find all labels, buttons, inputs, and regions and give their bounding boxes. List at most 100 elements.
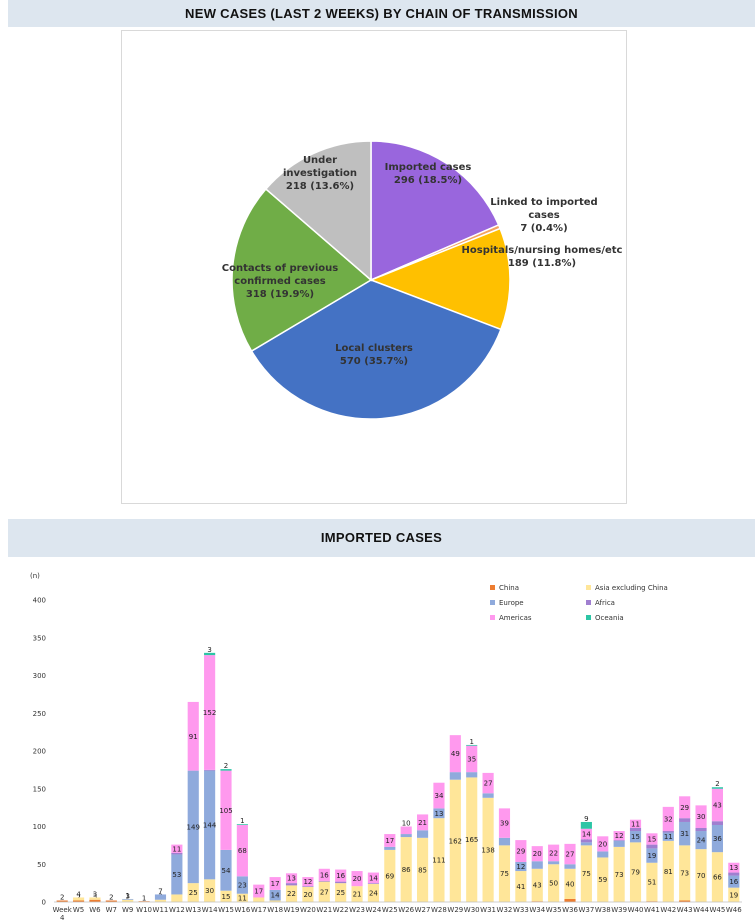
data-label: 39 <box>500 820 509 828</box>
data-label: 73 <box>680 869 689 877</box>
bar-segment <box>679 845 691 901</box>
x-tick-label: W21 <box>316 906 332 914</box>
data-label: 35 <box>467 755 476 763</box>
data-label: 75 <box>500 870 509 878</box>
bar-segment <box>711 824 723 853</box>
bar-segment <box>695 805 707 829</box>
x-tick-label: W32 <box>497 906 513 914</box>
data-label: 7 <box>158 887 162 895</box>
bar-segment <box>711 852 723 902</box>
data-label: 70 <box>697 872 706 880</box>
bar-segment <box>646 844 658 849</box>
bar-segment <box>236 893 248 902</box>
x-tick-label: W43 <box>677 906 693 914</box>
data-label: 13 <box>729 864 738 872</box>
bar-segment <box>531 861 543 869</box>
bar-segment <box>335 883 347 903</box>
bar-segment <box>269 889 281 901</box>
bar-segment <box>695 849 707 902</box>
bar-segment <box>73 897 85 901</box>
bar-segment <box>56 900 68 902</box>
data-label: 25 <box>189 889 198 897</box>
data-label: 105 <box>219 807 232 815</box>
data-label: 3 <box>207 646 211 654</box>
data-label: 29 <box>680 804 689 812</box>
bar-segment <box>466 772 478 778</box>
bar-segment <box>204 770 216 880</box>
bar-segment <box>711 787 723 789</box>
pie-slice <box>368 227 511 331</box>
bar-segment <box>220 769 232 771</box>
x-tick-label: W13 <box>185 906 201 914</box>
bar-segment <box>498 837 511 846</box>
x-tick-label: W14 <box>202 906 218 914</box>
data-label: 27 <box>566 851 575 859</box>
data-label: 43 <box>533 882 542 890</box>
bar-segment <box>171 844 183 853</box>
data-label: 34 <box>434 792 443 800</box>
bar-segment <box>515 840 527 862</box>
data-label: 11 <box>172 845 181 853</box>
x-tick-label: W9 <box>122 906 133 914</box>
x-tick-label: W18 <box>267 906 283 914</box>
bar-segment <box>498 808 511 838</box>
y-tick-label: 300 <box>33 672 46 680</box>
bar-segment <box>417 814 429 831</box>
bar-segment <box>679 821 691 846</box>
bar-segment <box>662 840 674 902</box>
bar-segment <box>302 877 314 887</box>
bar-segment <box>482 797 494 902</box>
imported-cases-bar-chart: 2243323113710532112514991301441152315541… <box>30 572 742 922</box>
bar-segment <box>335 869 347 882</box>
pie-slice-label: Imported cases 296 (18.5%) <box>385 162 472 186</box>
data-label: 20 <box>533 850 542 858</box>
data-label: 2 <box>109 893 113 901</box>
pie-slice <box>264 140 372 282</box>
bar-segment <box>204 879 216 902</box>
bar-segment <box>384 849 396 902</box>
data-label: 49 <box>451 750 460 758</box>
bar-segment <box>728 872 740 876</box>
bar-segment <box>728 887 740 902</box>
x-tick-label: W30 <box>464 906 480 914</box>
data-label: 2 <box>224 762 228 770</box>
bar-segment <box>580 828 592 840</box>
data-label: 66 <box>713 874 722 882</box>
bar-segment <box>597 857 609 902</box>
bar-segment <box>646 848 658 863</box>
legend-label: Oceania <box>595 614 624 622</box>
data-label: 12 <box>516 863 525 871</box>
data-label: 50 <box>549 880 558 888</box>
bar-segment <box>613 831 625 841</box>
bar-segment <box>236 824 248 877</box>
data-label: 10 <box>402 820 411 828</box>
data-label: 14 <box>582 831 591 839</box>
x-tick-label: W38 <box>595 906 611 914</box>
data-label: 27 <box>484 780 493 788</box>
bar-segment <box>433 782 445 809</box>
data-label: 22 <box>287 890 296 898</box>
bar-segment <box>695 831 707 850</box>
x-tick-label: W33 <box>513 906 529 914</box>
bar-segment <box>171 854 183 895</box>
data-label: 144 <box>203 821 217 829</box>
bar-segment <box>629 831 642 843</box>
data-label: 30 <box>205 887 214 895</box>
bar-segment <box>89 899 101 902</box>
bar-segment <box>302 886 314 902</box>
data-label: 68 <box>238 847 247 855</box>
bar-segment <box>564 864 576 869</box>
data-label: 12 <box>303 878 312 886</box>
data-label: 2 <box>60 893 64 901</box>
bar-segment <box>662 831 674 833</box>
bar-segment <box>466 777 478 902</box>
bar-segment <box>89 897 101 900</box>
data-label: 27 <box>320 888 329 896</box>
pie-slice <box>231 187 373 353</box>
bar-segment <box>335 881 347 884</box>
bar-segment <box>482 793 494 798</box>
x-tick-label: W39 <box>611 906 627 914</box>
bar-segment <box>613 846 625 902</box>
bar-segment <box>728 875 740 888</box>
bar-segment <box>580 839 592 843</box>
